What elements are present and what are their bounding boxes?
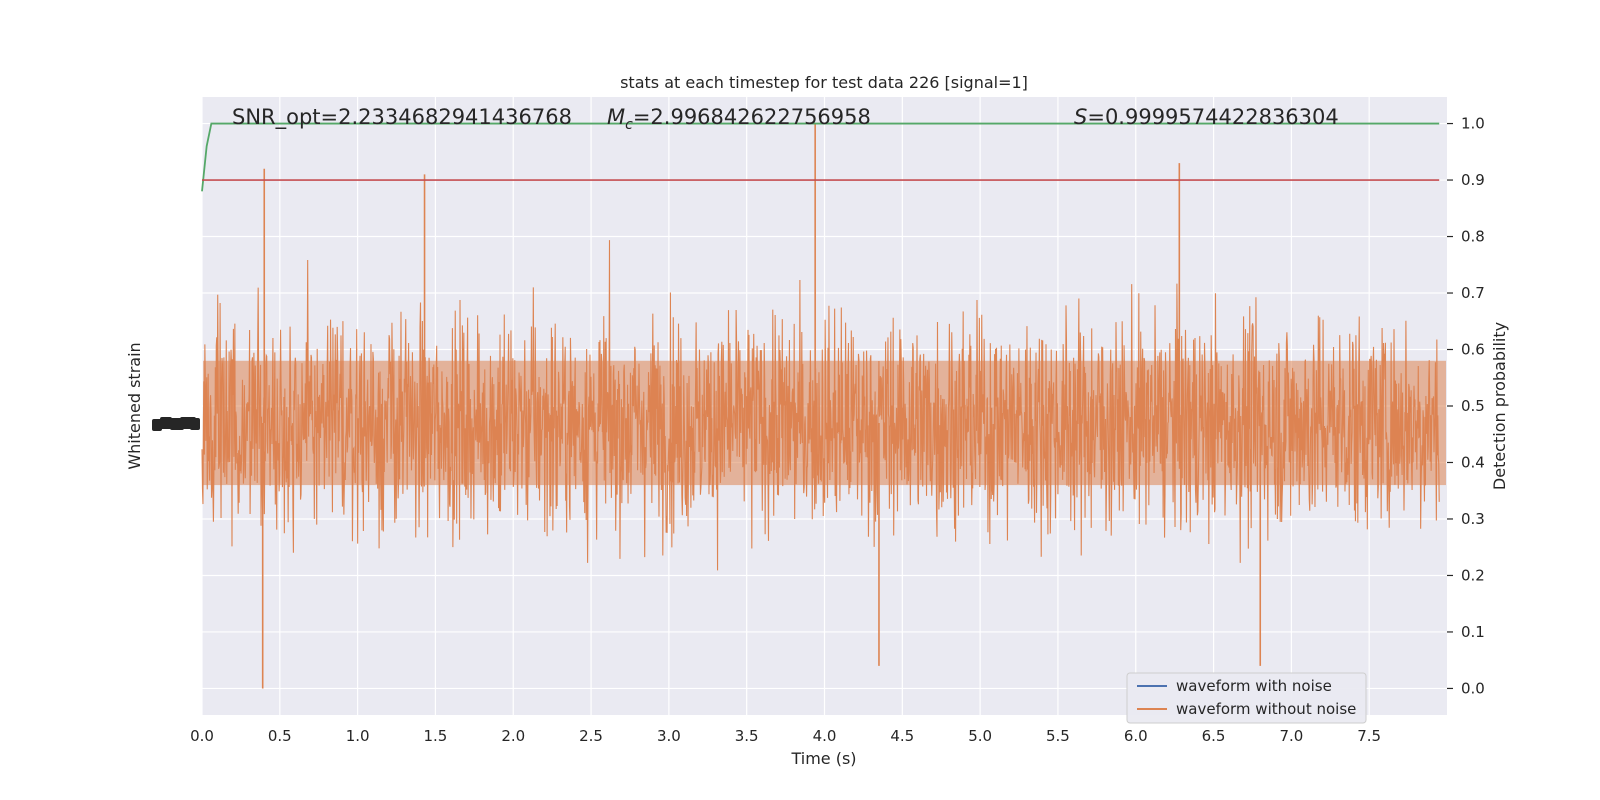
x-tick-label: 1.5 (424, 727, 448, 745)
y-axis-label-right: Detection probability (1490, 322, 1509, 490)
x-tick-label: 2.5 (579, 727, 603, 745)
x-axis-label: Time (s) (790, 749, 856, 768)
y-right-axis-ticks: 0.0 0.1 0.2 0.3 0.4 0.5 0.6 0.7 0.8 0.9 1.0 (1447, 115, 1485, 697)
annotation-score: S=0.9999574422836304 (1074, 105, 1339, 129)
y-right-tick-label: 0.8 (1461, 228, 1485, 246)
legend-entry-without-noise: waveform without noise (1176, 700, 1356, 718)
x-tick-label: 2.0 (501, 727, 525, 745)
y-right-tick-label: 0.2 (1461, 566, 1485, 584)
y-right-tick-label: 0.0 (1461, 679, 1485, 697)
y-right-tick-label: 0.7 (1461, 284, 1485, 302)
x-tick-label: 3.0 (657, 727, 681, 745)
annotation-snr: SNR_opt=2.2334682941436768 (232, 105, 572, 130)
legend-box (1126, 672, 1367, 724)
probability-series (201, 122, 1440, 192)
x-tick-label: 6.5 (1202, 727, 1226, 745)
x-tick-label: 0.0 (190, 727, 214, 745)
legend-entry-with-noise: waveform with noise (1176, 677, 1332, 695)
legend: waveform with noise waveform without noi… (1126, 672, 1367, 724)
y-axis-label-left: Whitened strain (125, 342, 144, 469)
left-axis-tick-cluster (152, 417, 200, 431)
chart-title: stats at each timestep for test data 226… (620, 73, 1028, 92)
y-right-tick-label: 1.0 (1461, 115, 1485, 133)
x-tick-label: 7.5 (1357, 727, 1381, 745)
y-right-tick-label: 0.6 (1461, 341, 1485, 359)
x-tick-label: 3.5 (735, 727, 759, 745)
x-axis-ticks: 0.0 0.5 1.0 1.5 2.0 2.5 3.0 3.5 4.0 4.5 5.0 5.5 6.0 6… (190, 727, 1381, 745)
probability-line (201, 122, 1440, 192)
y-right-tick-label: 0.1 (1461, 623, 1485, 641)
strain-series (201, 123, 1446, 689)
left-tick-blob (160, 417, 172, 429)
x-tick-label: 5.5 (1046, 727, 1070, 745)
annotation-chirp-mass: Mc=2.996842622756958 (607, 105, 871, 133)
x-tick-label: 6.0 (1124, 727, 1148, 745)
x-tick-label: 4.0 (813, 727, 837, 745)
y-right-tick-label: 0.4 (1461, 453, 1485, 471)
y-right-tick-label: 0.9 (1461, 171, 1485, 189)
x-tick-label: 4.5 (890, 727, 914, 745)
left-tick-blob (190, 418, 200, 430)
y-right-tick-label: 0.3 (1461, 510, 1485, 528)
x-tick-label: 1.0 (346, 727, 370, 745)
strain-band (203, 360, 1446, 486)
x-tick-label: 5.0 (968, 727, 992, 745)
y-right-tick-label: 0.5 (1461, 397, 1485, 415)
x-tick-label: 0.5 (268, 727, 292, 745)
x-tick-label: 7.0 (1279, 727, 1303, 745)
left-tick-blob (152, 419, 162, 431)
